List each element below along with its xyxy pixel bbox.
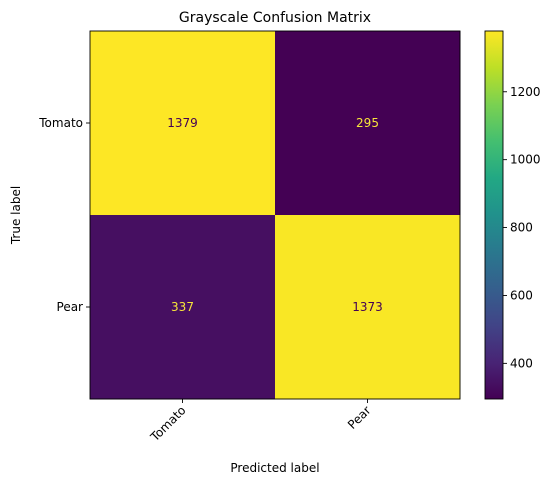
x-axis: Tomato Pear — [147, 399, 374, 445]
y-axis-label: True label — [9, 186, 23, 245]
matrix-cell-0-0 — [90, 31, 276, 216]
matrix-cell-1-0 — [90, 215, 276, 400]
colorbar — [484, 30, 504, 400]
matrix-cells — [90, 31, 461, 400]
colorbar-tick-label: 800 — [510, 221, 533, 235]
x-axis-label: Predicted label — [230, 461, 319, 475]
colorbar-tick-label: 1200 — [510, 85, 541, 99]
x-tick-label: Tomato — [147, 403, 189, 445]
matrix-cell-0-1 — [275, 31, 461, 216]
matrix-cell-value-1-0: 337 — [171, 300, 194, 314]
y-axis: Tomato Pear — [38, 116, 90, 314]
matrix-cell-value-0-0: 1379 — [167, 116, 198, 130]
colorbar-tick-label: 600 — [510, 288, 533, 302]
matrix-cell-labels: 1379 295 337 1373 — [167, 116, 383, 314]
colorbar-ticks: 400 600 800 1000 1200 — [503, 85, 541, 370]
y-tick-label: Tomato — [38, 116, 83, 130]
colorbar-tick-label: 1000 — [510, 153, 541, 167]
chart-title: Grayscale Confusion Matrix — [179, 10, 371, 26]
matrix-cell-value-0-1: 295 — [356, 116, 379, 130]
matrix-cell-value-1-1: 1373 — [352, 300, 383, 314]
matrix-cell-1-1 — [275, 215, 461, 400]
y-tick-label: Pear — [57, 300, 84, 314]
colorbar-tick-label: 400 — [510, 356, 533, 370]
plot-frame — [89, 30, 461, 400]
x-tick-label: Pear — [345, 403, 374, 432]
